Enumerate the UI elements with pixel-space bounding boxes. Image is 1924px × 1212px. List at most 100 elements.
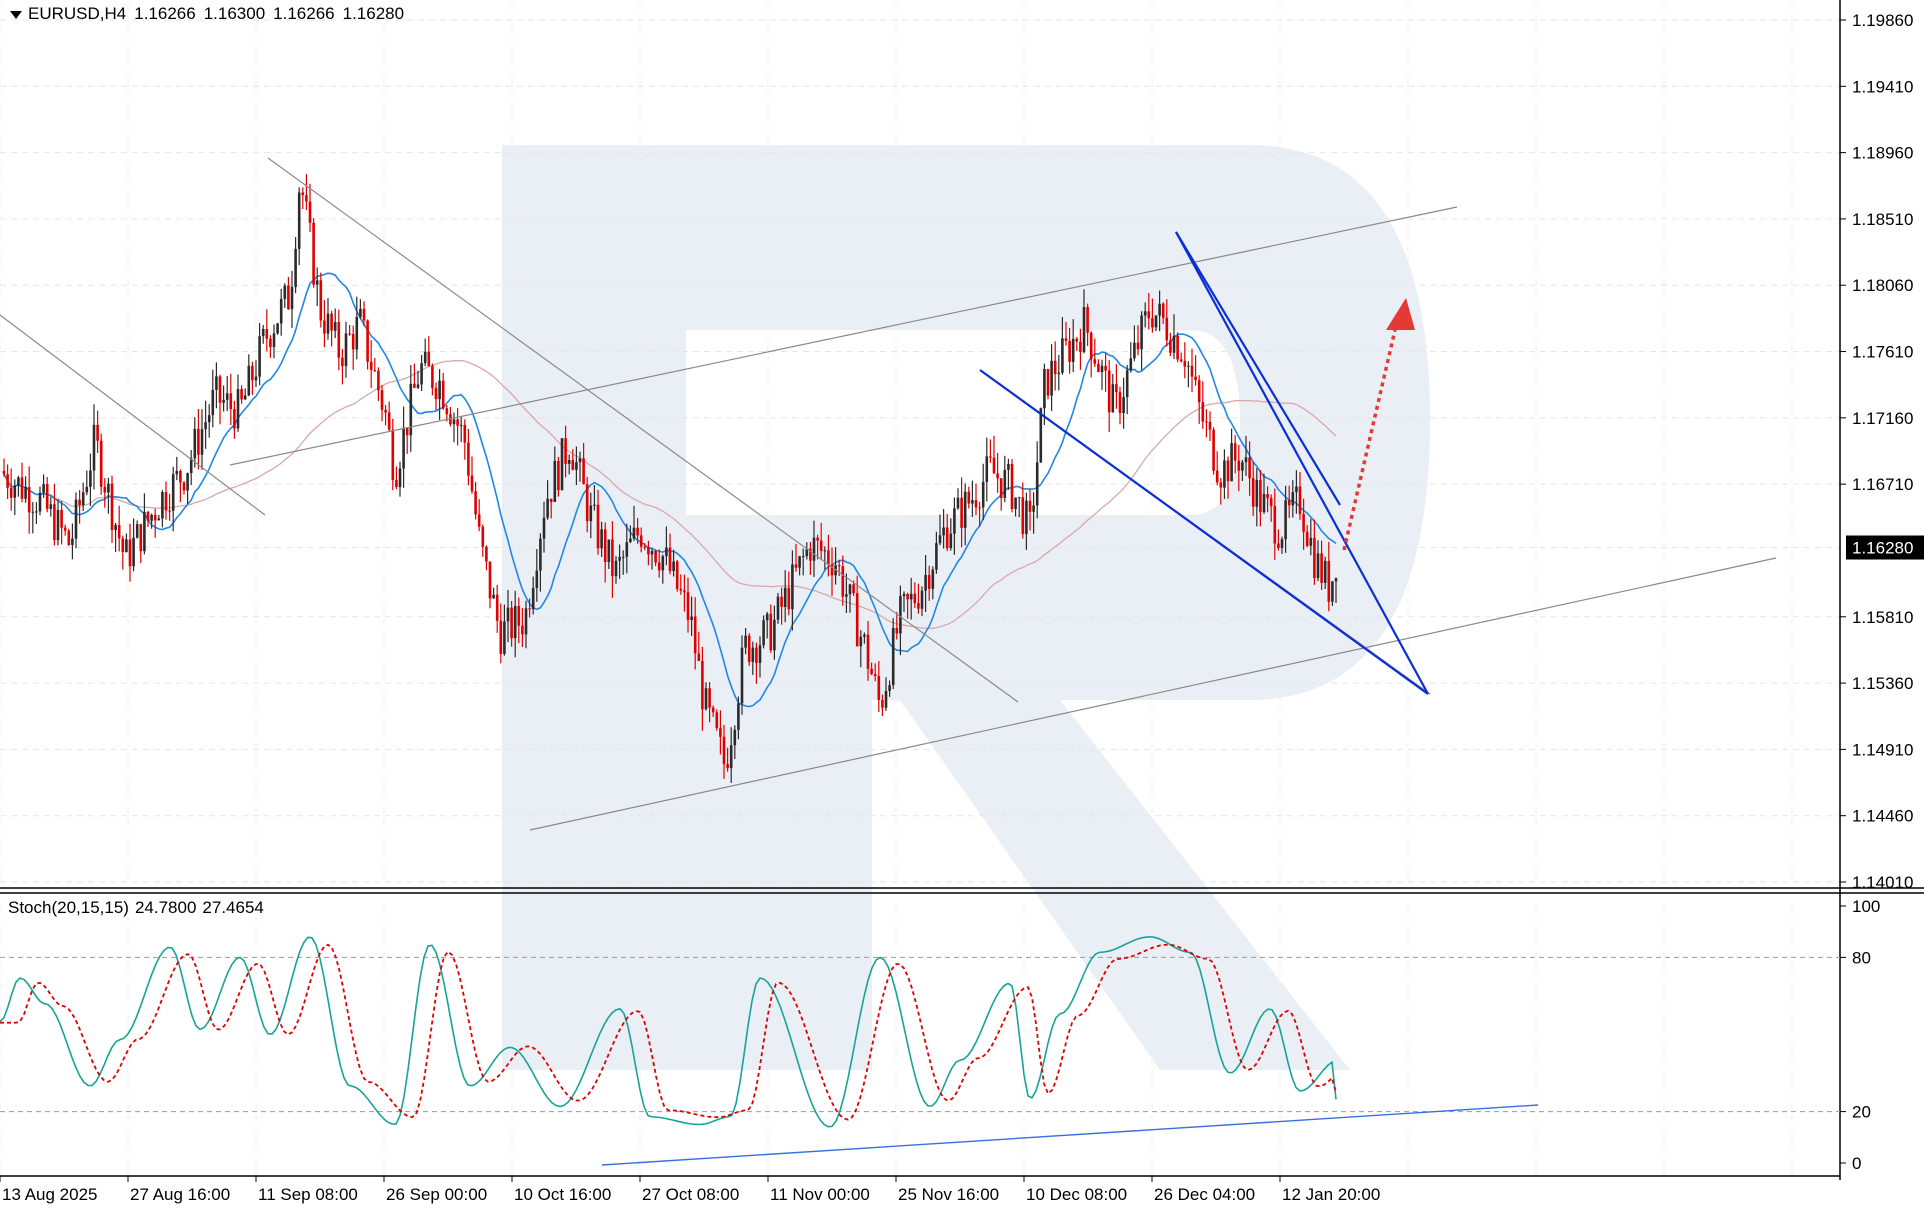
candle-body	[783, 587, 787, 607]
candle-body	[992, 457, 996, 474]
candle-body	[1079, 341, 1082, 352]
candle-body	[888, 685, 891, 691]
price-tick-label: 1.18960	[1852, 144, 1913, 163]
time-tick-label: 26 Sep 00:00	[386, 1185, 487, 1204]
candle-body	[312, 222, 315, 285]
candle-body	[315, 280, 319, 285]
stochastic-tick-label: 80	[1852, 948, 1871, 967]
candle-body	[409, 383, 413, 436]
price-tick-label: 1.14460	[1852, 807, 1913, 826]
slow-moving-average-line	[3, 359, 1337, 630]
candle-body	[830, 564, 834, 576]
candle-body	[470, 475, 474, 492]
candle-body	[114, 524, 117, 531]
candle-body	[38, 492, 42, 512]
candle-body	[553, 460, 557, 502]
price-tick-label: 1.19410	[1852, 77, 1913, 96]
candle-body	[171, 474, 175, 511]
candle-body	[589, 505, 593, 522]
candle-body	[1129, 358, 1133, 371]
candle-body	[1284, 500, 1287, 540]
candle-body	[603, 529, 607, 562]
candle-body	[1136, 342, 1140, 350]
candle-body	[542, 517, 546, 539]
candle-body	[121, 538, 125, 553]
candle-body	[74, 499, 78, 539]
price-tick-label: 1.17610	[1852, 343, 1913, 362]
candle-body	[963, 491, 967, 528]
candle-body	[812, 537, 816, 561]
time-tick-label: 27 Oct 08:00	[642, 1185, 739, 1204]
stochastic-main-value: 24.7800	[134, 898, 197, 917]
candle-body	[1266, 494, 1269, 499]
candle-body	[1154, 315, 1158, 328]
candle-body	[517, 606, 521, 626]
candle-body	[153, 515, 157, 521]
candle-body	[431, 366, 434, 389]
candle-body	[906, 593, 909, 600]
candle-body	[45, 484, 49, 509]
candle-body	[578, 458, 582, 463]
candle-body	[373, 369, 377, 371]
candle-body	[1183, 361, 1187, 367]
candle-body	[279, 298, 283, 324]
candle-body	[308, 201, 312, 223]
candle-body	[884, 690, 888, 708]
candle-body	[495, 594, 499, 621]
candle-body	[89, 470, 92, 487]
candle-body	[1151, 318, 1154, 328]
candle-body	[1179, 359, 1183, 362]
candle-body	[225, 393, 229, 400]
candle-body	[1140, 315, 1143, 350]
candle-body	[1280, 539, 1284, 548]
candle-body	[539, 538, 542, 571]
candle-body	[398, 468, 402, 488]
candle-body	[99, 440, 103, 487]
candle-body	[765, 613, 769, 621]
candle-body	[337, 321, 341, 358]
candle-body	[351, 333, 355, 350]
candle-body	[103, 486, 107, 493]
candle-body	[985, 456, 989, 482]
candle-body	[632, 527, 636, 539]
candle-body	[679, 588, 683, 591]
price-tick-label: 1.18510	[1852, 210, 1913, 229]
candle-body	[1093, 359, 1097, 364]
candle-body	[420, 363, 423, 385]
candle-body	[1147, 311, 1151, 319]
candle-body	[2, 470, 6, 475]
candle-body	[758, 645, 762, 663]
time-tick-label: 27 Aug 16:00	[130, 1185, 230, 1204]
candle-body	[575, 462, 578, 470]
candle-body	[35, 511, 38, 513]
open-value: 1.16266	[134, 4, 196, 23]
candle-body	[531, 588, 535, 610]
candle-body	[117, 524, 121, 539]
candle-body	[1125, 370, 1129, 398]
candle-body	[164, 492, 168, 511]
time-tick-label: 11 Nov 00:00	[770, 1185, 870, 1204]
candle-body	[600, 529, 603, 549]
candle-body	[960, 497, 963, 528]
candle-body	[1194, 376, 1197, 381]
candle-body	[459, 424, 463, 426]
candle-body	[1230, 443, 1233, 482]
candle-body	[971, 500, 974, 504]
candle-body	[629, 538, 632, 543]
candle-body	[107, 483, 110, 493]
time-tick-label: 13 Aug 2025	[2, 1185, 97, 1204]
candle-body	[24, 487, 27, 499]
candle-body	[1212, 429, 1215, 471]
candle-body	[593, 504, 596, 506]
candle-body	[1208, 421, 1212, 430]
candle-body	[499, 620, 503, 654]
price-tick-label: 1.15810	[1852, 608, 1913, 627]
candle-body	[704, 688, 708, 710]
candle-body	[1305, 531, 1309, 546]
chevron-down-icon[interactable]	[10, 10, 22, 19]
candle-body	[1010, 463, 1014, 510]
candle-body	[1248, 457, 1251, 479]
candle-body	[200, 429, 204, 455]
candle-body	[524, 608, 528, 635]
candle-body	[1021, 497, 1025, 534]
